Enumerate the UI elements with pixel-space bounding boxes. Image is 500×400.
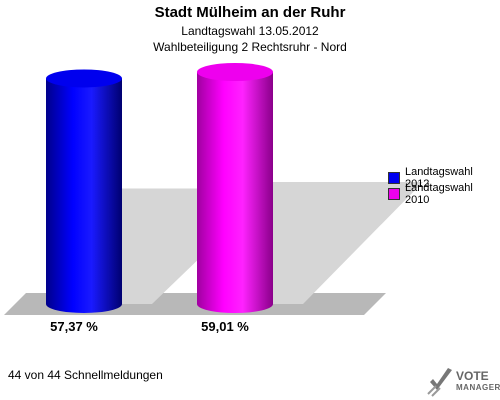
- legend: Landtagswahl 2012 Landtagswahl 2010: [388, 166, 500, 206]
- legend-swatch-2012: [388, 172, 400, 184]
- footer-status: 44 von 44 Schnellmeldungen: [8, 368, 163, 382]
- logo-text: VOTE MANAGER: [456, 370, 500, 394]
- vote-manager-logo: VOTE MANAGER: [426, 366, 500, 398]
- legend-item-2010: Landtagswahl 2010: [388, 182, 500, 206]
- logo-line1: VOTE: [456, 369, 489, 383]
- bar-2010: [197, 72, 273, 313]
- checkmark-icon: [427, 368, 452, 397]
- bar-2012: [46, 78, 122, 313]
- legend-swatch-2010: [388, 188, 400, 200]
- bar-top-2012: [46, 69, 122, 88]
- logo-line2: MANAGER: [456, 383, 500, 392]
- chart-subtitle-district: Wahlbeteiligung 2 Rechtsruhr - Nord: [153, 40, 347, 54]
- legend-label-2012: Landtagswahl 2012: [404, 166, 473, 190]
- bar-shadow-2010: [273, 182, 423, 304]
- bar-top-2010: [197, 63, 273, 81]
- legend-item-2012: Landtagswahl 2012: [388, 166, 500, 190]
- value-label-2012: 57,37 %: [50, 319, 98, 334]
- value-label-2010: 59,01 %: [201, 319, 249, 334]
- chart-title: Stadt Mülheim an der Ruhr: [154, 4, 346, 21]
- chart-subtitle-date: Landtagswahl 13.05.2012: [181, 24, 319, 38]
- legend-label-2010: Landtagswahl 2010: [404, 182, 473, 206]
